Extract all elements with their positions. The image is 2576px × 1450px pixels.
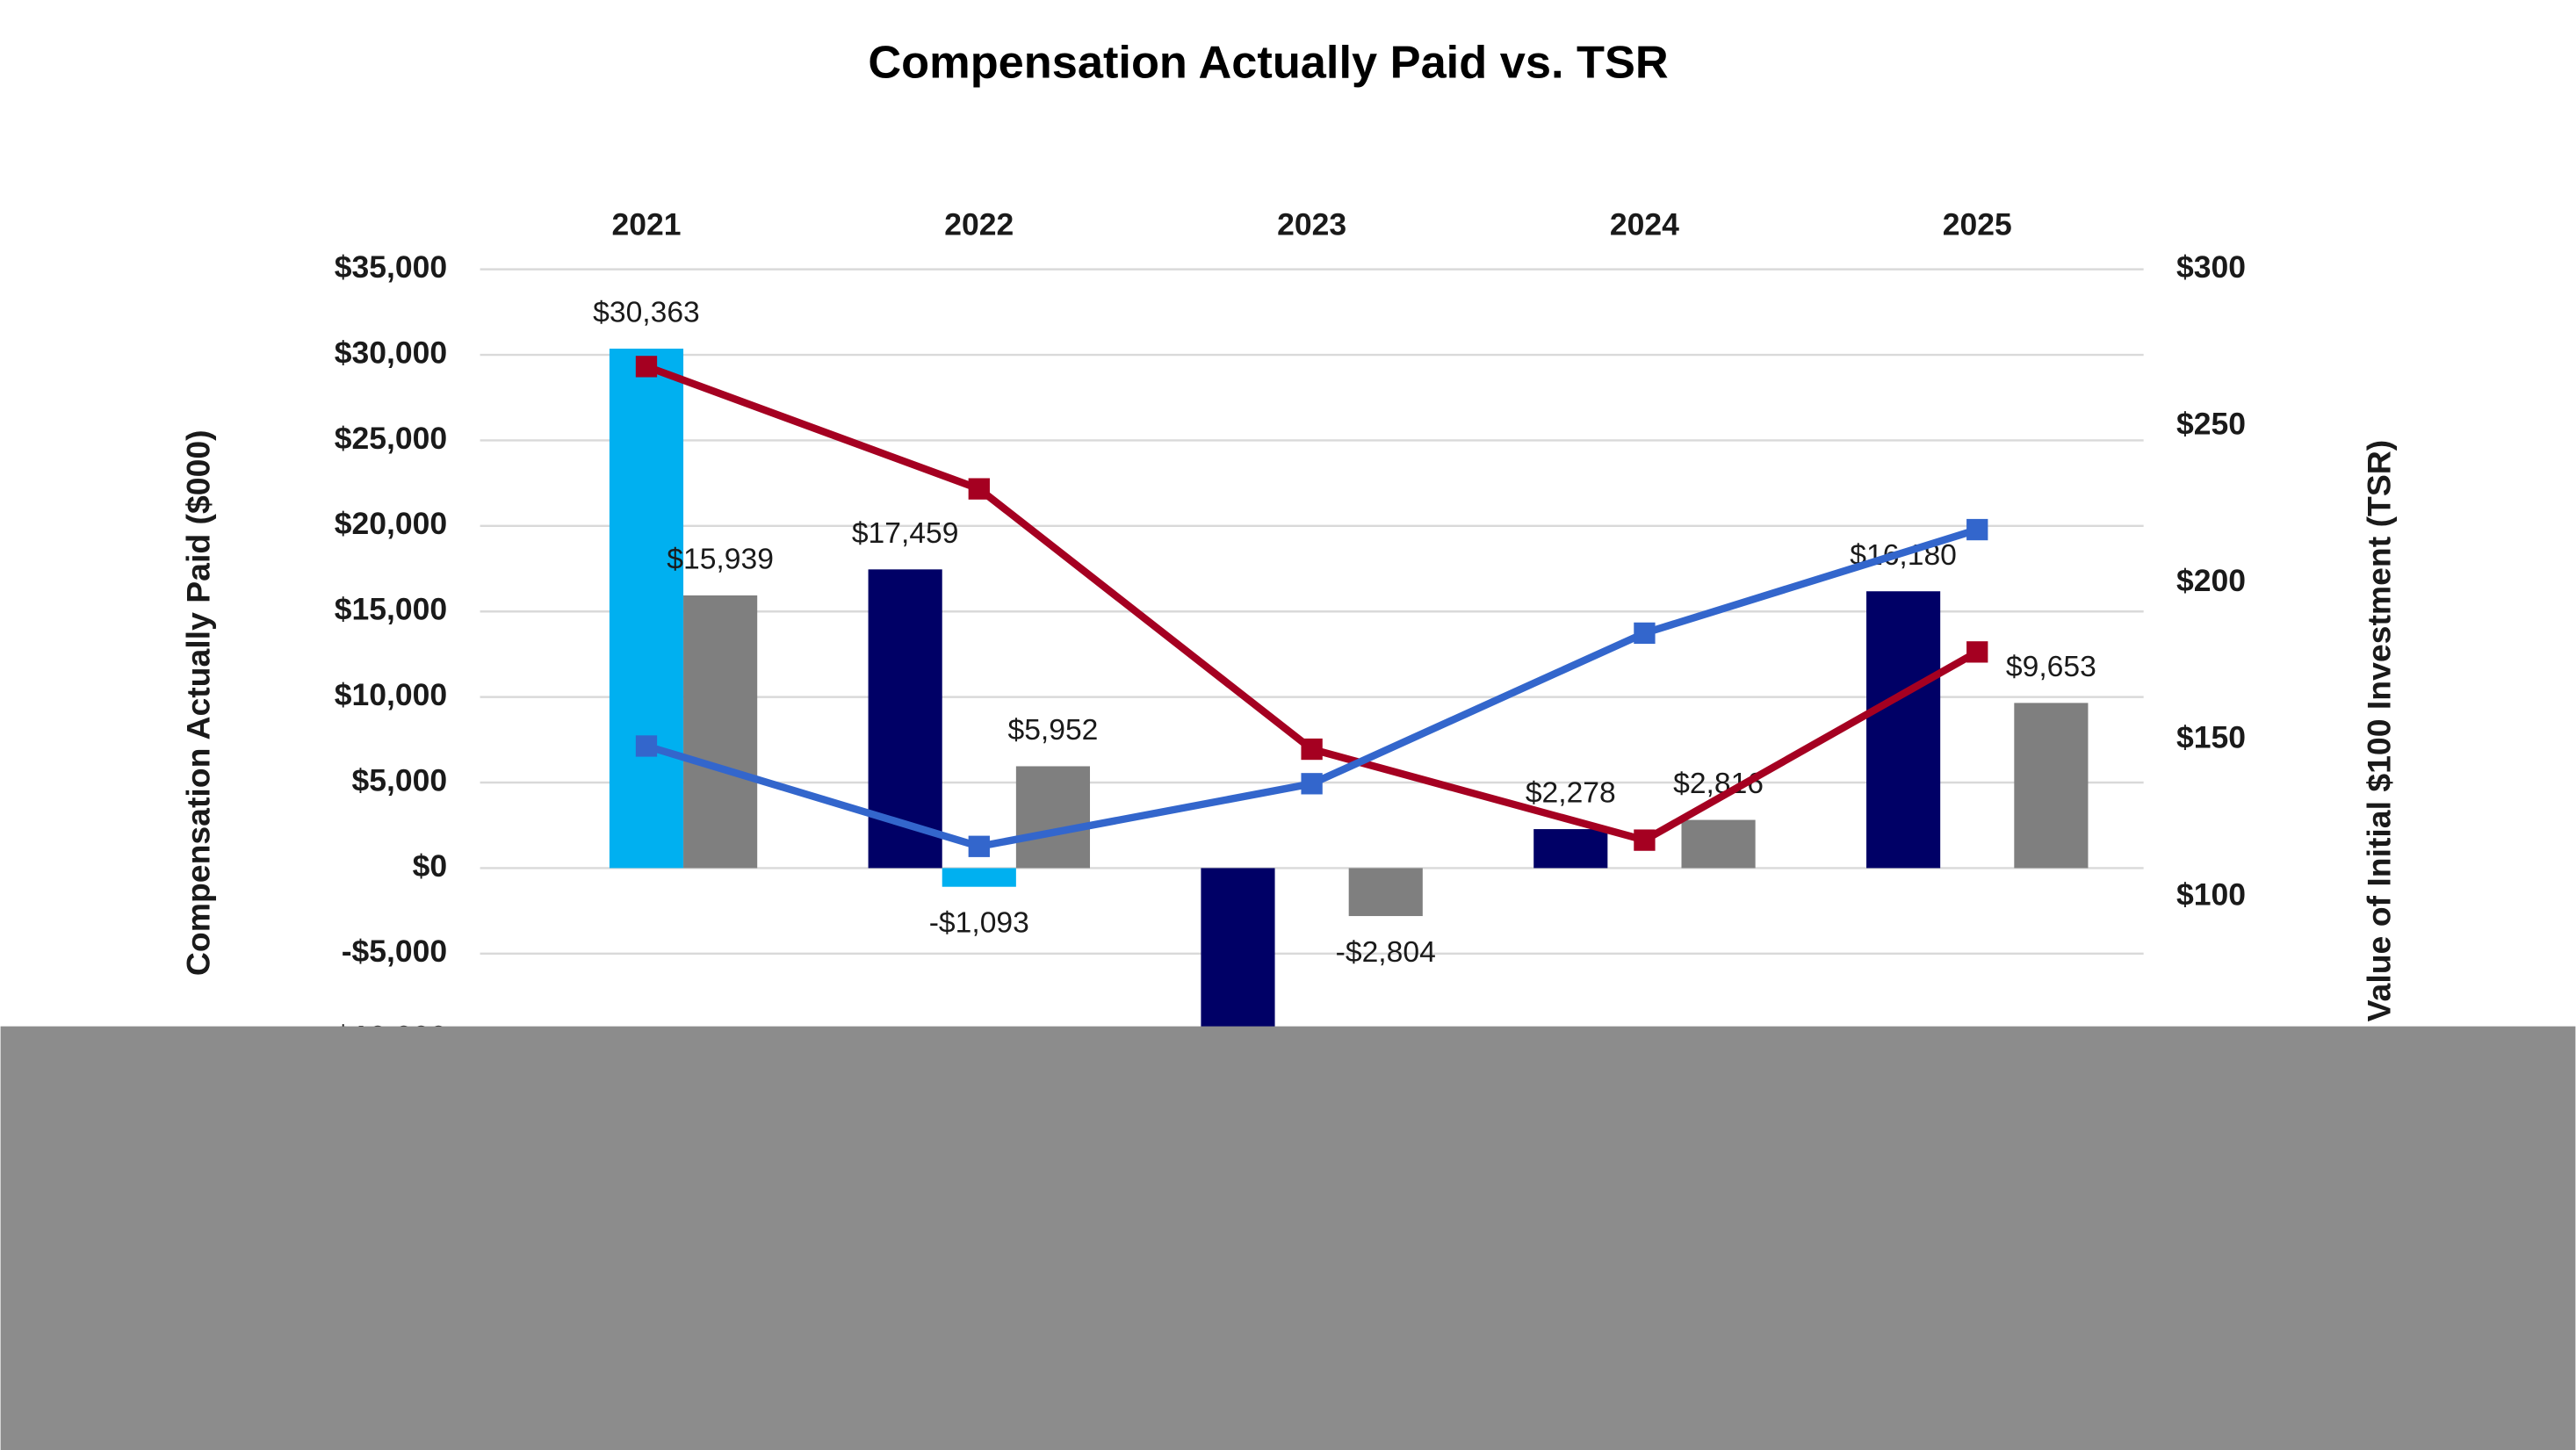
bar — [1348, 868, 1423, 917]
bar — [2014, 703, 2089, 869]
marker — [1301, 738, 1323, 761]
marker — [968, 478, 990, 500]
marker — [1634, 829, 1656, 851]
y2-tick-label: $250 — [2176, 407, 2246, 442]
data-label: $17,459 — [852, 517, 959, 550]
x-tick-label: 2025 — [1943, 206, 2012, 242]
y-tick-label: $0 — [413, 848, 448, 884]
y2-tick-label: $200 — [2176, 563, 2246, 598]
y-tick-label: $10,000 — [335, 677, 447, 712]
line — [645, 363, 1980, 844]
marker — [1966, 518, 1988, 541]
y-tick-label: $15,000 — [335, 592, 447, 627]
bar — [1533, 829, 1608, 869]
line — [645, 526, 1979, 850]
bar — [1015, 766, 1091, 869]
y-tick-label: $5,000 — [352, 762, 448, 797]
marker — [968, 835, 990, 857]
data-label: $15,939 — [667, 544, 774, 576]
y-tick-label: $35,000 — [335, 249, 447, 285]
bar — [1681, 819, 1756, 869]
x-tick-label: 2022 — [944, 206, 1014, 242]
marker — [1301, 773, 1323, 795]
y2-tick-label: $300 — [2176, 249, 2246, 285]
marker — [635, 735, 658, 757]
data-label: $2,278 — [1526, 777, 1616, 810]
marker — [635, 356, 658, 378]
y-tick-label: $20,000 — [335, 506, 447, 541]
bar — [942, 868, 1016, 887]
bar — [1866, 591, 1941, 869]
y2-axis-title: Value of Initial $100 Investment (TSR) — [2361, 440, 2398, 1022]
overlay — [0, 1026, 2576, 1450]
data-label: -$1,093 — [929, 907, 1029, 940]
y-tick-label: $25,000 — [335, 421, 447, 456]
bar — [1201, 868, 1275, 1040]
marker — [1966, 641, 1988, 663]
data-label: $9,653 — [2006, 651, 2096, 683]
marks: $17,459$2,278$16,180$30,363-$1,093$15,93… — [593, 297, 2096, 1040]
y-tick-label: $30,000 — [335, 335, 447, 370]
marker — [1634, 622, 1656, 645]
x-tick-label: 2021 — [611, 206, 681, 242]
x-tick-label: 2023 — [1277, 206, 1346, 242]
x-tick-label: 2024 — [1610, 206, 1679, 242]
y2-tick-label: $150 — [2176, 720, 2246, 755]
data-label: -$2,804 — [1336, 936, 1436, 969]
data-label: $30,363 — [593, 297, 700, 329]
y2-tick-label: $100 — [2176, 876, 2246, 912]
bar — [609, 348, 684, 869]
y-axis-title: Compensation Actually Paid ($000) — [180, 429, 217, 976]
chart-title: Compensation Actually Paid vs. TSR — [868, 38, 1668, 89]
y-tick-label: -$5,000 — [342, 934, 447, 969]
bar — [683, 595, 758, 869]
data-label: $5,952 — [1007, 714, 1098, 747]
